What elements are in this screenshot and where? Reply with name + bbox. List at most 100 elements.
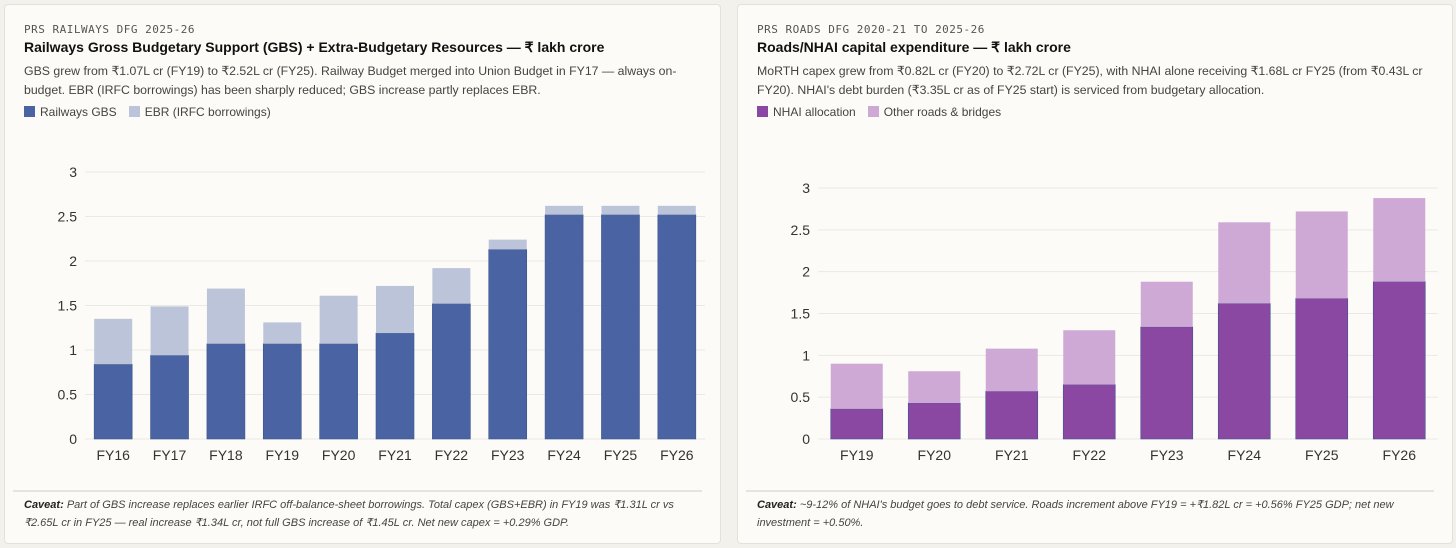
x-tick-label: FY24 xyxy=(547,447,581,463)
kicker: PRS ROADS DFG 2020-21 TO 2025-26 xyxy=(757,23,985,36)
x-tick-label: FY17 xyxy=(153,447,187,463)
bar-railways-gbs xyxy=(657,214,697,440)
bar-ebr-irfc-borrowings- xyxy=(376,285,414,334)
x-tick-label: FY24 xyxy=(1228,447,1262,463)
legend-item: EBR (IRFC borrowings) xyxy=(128,105,271,119)
bar-railways-gbs xyxy=(544,214,584,440)
kicker: PRS RAILWAYS DFG 2025-26 xyxy=(24,23,195,36)
y-tick-label: 2.5 xyxy=(791,222,811,238)
legend-swatch xyxy=(757,106,768,117)
x-tick-label: FY21 xyxy=(995,447,1029,463)
bar-ebr-irfc-borrowings- xyxy=(263,322,302,344)
y-tick-label: 1 xyxy=(802,347,810,363)
bar-nhai-allocation xyxy=(1062,384,1116,440)
x-tick-label: FY26 xyxy=(1383,447,1417,463)
bar-railways-gbs xyxy=(150,355,189,440)
bar-ebr-irfc-borrowings- xyxy=(488,239,527,250)
x-tick-label: FY26 xyxy=(660,447,694,463)
y-tick-label: 2 xyxy=(69,253,77,269)
bar-ebr-irfc-borrowings- xyxy=(150,306,189,356)
chart-subtitle: GBS grew from ₹1.07L cr (FY19) to ₹2.52L… xyxy=(24,64,677,97)
x-tick-label: FY23 xyxy=(491,447,525,463)
legend-label: Railways GBS xyxy=(40,105,117,119)
legend: Railways GBS EBR (IRFC borrowings) xyxy=(24,105,271,119)
y-tick-label: 3 xyxy=(802,180,810,196)
x-tick-label: FY19 xyxy=(840,447,874,463)
y-tick-label: 0.5 xyxy=(58,387,78,403)
y-tick-label: 2.5 xyxy=(58,209,78,225)
caveat: Caveat: ~9-12% of NHAI's budget goes to … xyxy=(757,496,1417,532)
bar-ebr-irfc-borrowings- xyxy=(657,205,696,215)
x-tick-label: FY19 xyxy=(266,447,300,463)
bar-railways-gbs xyxy=(319,343,358,440)
bar-other-roads-bridges xyxy=(1140,281,1193,327)
bar-other-roads-bridges xyxy=(830,363,883,409)
y-tick-label: 2 xyxy=(802,264,810,280)
y-tick-label: 1 xyxy=(69,342,77,358)
caveat-label: Caveat: xyxy=(24,499,64,511)
bar-railways-gbs xyxy=(488,249,528,440)
x-tick-label: FY22 xyxy=(435,447,469,463)
bar-ebr-irfc-borrowings- xyxy=(601,205,640,215)
y-tick-label: 1.5 xyxy=(58,298,78,314)
bar-chart: 0 0.5 1 1.5 2 2.5 3 FY16 FY17 FY18 FY19 FY20 FY21 FY2… xyxy=(58,164,705,463)
legend-label: NHAI allocation xyxy=(773,105,856,119)
bar-nhai-allocation xyxy=(985,391,1039,440)
divider xyxy=(13,490,702,492)
bar-ebr-irfc-borrowings- xyxy=(94,318,133,365)
bar-other-roads-bridges xyxy=(908,371,961,404)
legend-swatch xyxy=(128,106,140,117)
chart-title: Roads/NHAI capital expenditure — ₹ lakh … xyxy=(757,39,1071,55)
bar-railways-gbs xyxy=(93,363,133,440)
x-tick-label: FY16 xyxy=(96,447,130,463)
x-tick-label: FY25 xyxy=(1305,447,1339,463)
y-tick-label: 0 xyxy=(802,431,810,447)
legend-label: EBR (IRFC borrowings) xyxy=(144,105,271,119)
legend: NHAI allocation Other roads & bridges xyxy=(757,105,1001,119)
bar-nhai-allocation xyxy=(1217,303,1271,440)
caveat-label: Caveat: xyxy=(757,499,797,511)
legend-swatch xyxy=(867,106,879,117)
divider xyxy=(746,490,1434,492)
x-tick-label: FY18 xyxy=(209,447,243,463)
legend-item: Other roads & bridges xyxy=(867,105,1002,119)
bar-other-roads-bridges xyxy=(1373,198,1426,282)
bar-railways-gbs xyxy=(375,332,415,440)
caveat: Caveat: Part of GBS increase replaces ea… xyxy=(24,496,684,532)
bar-railways-gbs xyxy=(601,214,640,440)
x-tick-label: FY20 xyxy=(918,447,952,463)
bar-ebr-irfc-borrowings- xyxy=(319,295,358,344)
bar-railways-gbs xyxy=(432,303,471,440)
bar-chart: 0 0.5 1 1.5 2 2.5 3 FY19 FY20 FY21 FY22 FY23 FY24 FY2… xyxy=(791,180,1438,463)
bar-other-roads-bridges xyxy=(985,348,1038,392)
bar-other-roads-bridges xyxy=(1218,222,1271,304)
y-tick-label: 1.5 xyxy=(791,306,811,322)
x-tick-label: FY25 xyxy=(604,447,638,463)
bar-railways-gbs xyxy=(206,343,246,440)
caveat-text: Part of GBS increase replaces earlier IR… xyxy=(24,499,674,529)
bar-ebr-irfc-borrowings- xyxy=(545,205,584,215)
bar-ebr-irfc-borrowings- xyxy=(206,288,245,344)
bar-nhai-allocation xyxy=(1140,326,1194,440)
bar-ebr-irfc-borrowings- xyxy=(432,268,471,304)
caveat-text: ~9-12% of NHAI's budget goes to debt ser… xyxy=(757,499,1394,529)
legend-item: NHAI allocation xyxy=(757,105,856,119)
legend-item: Railways GBS xyxy=(24,105,117,119)
legend-swatch xyxy=(24,106,35,117)
y-tick-label: 3 xyxy=(69,164,77,180)
chart-subtitle: MoRTH capex grew from ₹0.82L cr (FY20) t… xyxy=(757,64,1423,97)
y-tick-label: 0 xyxy=(69,431,77,447)
roads-panel: PRS ROADS DFG 2020-21 TO 2025-26 Roads/N… xyxy=(737,4,1453,544)
x-tick-label: FY20 xyxy=(322,447,356,463)
bar-railways-gbs xyxy=(262,343,302,440)
x-tick-label: FY22 xyxy=(1073,447,1107,463)
x-tick-label: FY23 xyxy=(1150,447,1184,463)
legend-label: Other roads & bridges xyxy=(883,105,1002,119)
bar-nhai-allocation xyxy=(907,402,961,440)
railways-panel: PRS RAILWAYS DFG 2025-26 Railways Gross … xyxy=(4,4,721,544)
bar-other-roads-bridges xyxy=(1295,211,1348,299)
chart-title: Railways Gross Budgetary Support (GBS) +… xyxy=(24,39,605,55)
bar-other-roads-bridges xyxy=(1063,330,1116,385)
y-tick-label: 0.5 xyxy=(791,389,811,405)
x-tick-label: FY21 xyxy=(378,447,412,463)
